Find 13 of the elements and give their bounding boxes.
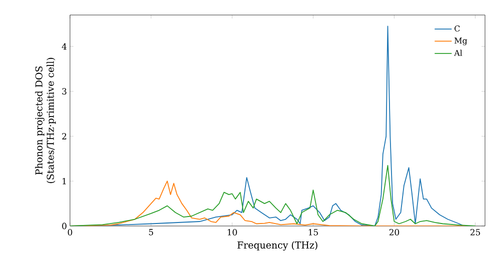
x-tick-label: 5 [149,229,154,236]
y-axis-title: Phonon projected DOS (States/THz·primitive cell) [35,58,56,184]
y-tick-label: 2 [62,133,66,140]
y-tick-label: 3 [62,88,66,95]
y-tick-label: 1 [62,178,66,184]
x-tick-label: 20 [389,229,400,236]
x-tick-label: 15 [308,229,318,236]
x-tick-label: 10 [228,229,237,236]
x-tick-label: 0 [68,229,72,236]
x-axis-title: Frequency (THz) [237,241,318,251]
y-tick-label: 0 [62,222,66,230]
x-tick-label: 25 [470,229,480,236]
y-tick-label: 4 [62,43,67,50]
